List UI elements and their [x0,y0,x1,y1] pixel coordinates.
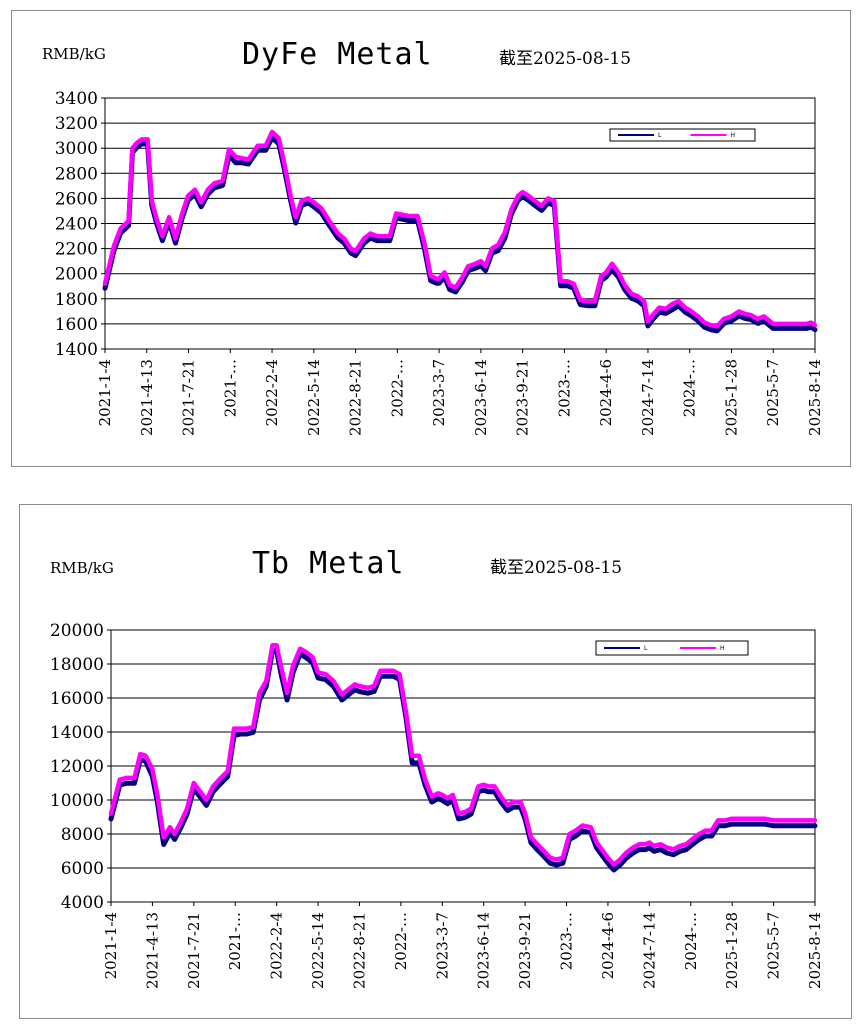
dyfe-x-tick-label: 2022-… [388,359,406,417]
tb-legend-label-l: L [644,645,648,652]
tb-plot-area: 4000 6000 8000 10000 12000 14000 16000 18000 200… [50,621,824,989]
dyfe-legend-label-h: H [731,132,736,139]
dyfe-y-tick-label: 2600 [55,189,98,209]
tb-as-of-date: 截至2025-08-15 [490,558,622,578]
tb-x-tick-label: 2023-3-7 [433,912,451,979]
dyfe-x-tick-label: 2023-3-7 [430,359,448,426]
dyfe-x-tick-label: 2023-6-14 [472,359,490,436]
dyfe-x-tick-label: 2025-1-28 [722,359,740,436]
dyfe-y-tick-label: 3200 [55,114,98,134]
tb-x-tick-label: 2022-… [392,912,410,970]
tb-y-tick-label: 16000 [50,689,104,709]
dyfe-x-tick-label: 2025-8-14 [806,359,824,436]
dyfe-y-tick-label: 1600 [55,315,98,335]
tb-x-tick-label: 2023-… [558,912,576,970]
tb-chart-title: Tb Metal [252,546,405,581]
tb-x-tick-label: 2023-9-21 [516,912,534,989]
dyfe-x-tick-label: 2022-8-21 [347,359,365,436]
dyfe-unit-label: RMB/kG [42,45,106,63]
dyfe-as-of-date: 截至2025-08-15 [499,49,631,69]
tb-x-tick-label: 2023-6-14 [475,912,493,989]
dyfe-y-tick-label: 1800 [55,290,98,310]
dyfe-x-tick-label: 2021-4-13 [138,359,156,436]
tb-x-tick-label: 2024-… [682,912,700,970]
dyfe-chart-svg: RMB/kG DyFe Metal 截至2025-08-15 140016001… [42,37,824,436]
dyfe-plot-area: 1400 1600 1800 2000 2200 2400 2600 2800 3000 3200… [55,89,824,436]
tb-x-tick-label: 2024-4-6 [599,912,617,979]
dyfe-y-tick-label: 2800 [55,164,98,184]
tb-x-tick-label: 2025-1-28 [723,912,741,989]
tb-y-tick-label: 8000 [61,825,104,845]
dyfe-series-l-line [102,135,818,334]
tb-y-tick-label: 18000 [50,655,104,675]
tb-y-tick-label: 6000 [61,859,104,879]
tb-x-tick-label: 2025-5-7 [765,912,783,979]
dyfe-y-tick-label: 3000 [55,139,98,159]
tb-chart-panel: RMB/kG Tb Metal 截至2025-08-15 4000 6000 800… [19,504,852,1019]
tb-x-tick-label: 2025-8-14 [806,912,824,989]
tb-x-tick-label: 2022-2-4 [268,912,286,979]
tb-y-tick-label: 4000 [61,893,104,913]
tb-unit-label: RMB/kG [50,559,114,577]
tb-y-tick-label: 14000 [50,723,104,743]
dyfe-x-tick-label: 2024-4-6 [597,359,615,426]
dyfe-series-h-line [102,129,818,329]
tb-legend-box [595,640,749,656]
tb-legend-label-h: H [720,645,725,652]
tb-x-tick-label: 2021-4-13 [143,912,161,989]
tb-series-l-line [108,648,818,873]
tb-x-tick-label: 2022-8-21 [350,912,368,989]
dyfe-chart-panel: RMB/kG DyFe Metal 截至2025-08-15 1400 1600 1… [11,10,851,467]
tb-x-tick-label: 2021-7-21 [185,912,203,989]
tb-x-tick-label: 2024-7-14 [640,912,658,989]
dyfe-y-tick-label: 2000 [55,265,98,285]
dyfe-y-tick-label: 2400 [55,215,98,235]
dyfe-x-tick-label: 2024-… [681,359,699,417]
dyfe-chart-title: DyFe Metal [242,37,433,72]
dyfe-x-tick-label: 2021-1-4 [96,359,114,426]
dyfe-x-tick-label: 2024-7-14 [639,359,657,436]
tb-series-h-line [108,643,818,867]
dyfe-legend-box [609,128,756,142]
tb-y-tick-label: 12000 [50,757,104,777]
dyfe-x-tick-label: 2022-5-14 [305,359,323,436]
dyfe-legend-label-l: L [658,132,662,139]
tb-x-tick-label: 2021-1-4 [102,912,120,979]
dyfe-x-tick-label: 2023-… [555,359,573,417]
tb-x-tick-label: 2021-… [226,912,244,970]
dyfe-x-tick-label: 2021-… [221,359,239,417]
dyfe-x-tick-label: 2022-2-4 [263,359,281,426]
tb-y-tick-label: 10000 [50,791,104,811]
dyfe-y-tick-label: 1400 [55,340,98,360]
tb-chart-svg: RMB/kG Tb Metal 截至2025-08-15 4000 6000 800… [50,546,824,989]
dyfe-y-tick-label: 2200 [55,240,98,260]
dyfe-y-tick-label: 3400 [55,89,98,109]
tb-x-tick-label: 2022-5-14 [309,912,327,989]
dyfe-x-tick-label: 2025-5-7 [764,359,782,426]
tb-y-tick-label: 20000 [50,621,104,641]
dyfe-x-tick-label: 2023-9-21 [514,359,532,436]
dyfe-x-tick-label: 2021-7-21 [180,359,198,436]
